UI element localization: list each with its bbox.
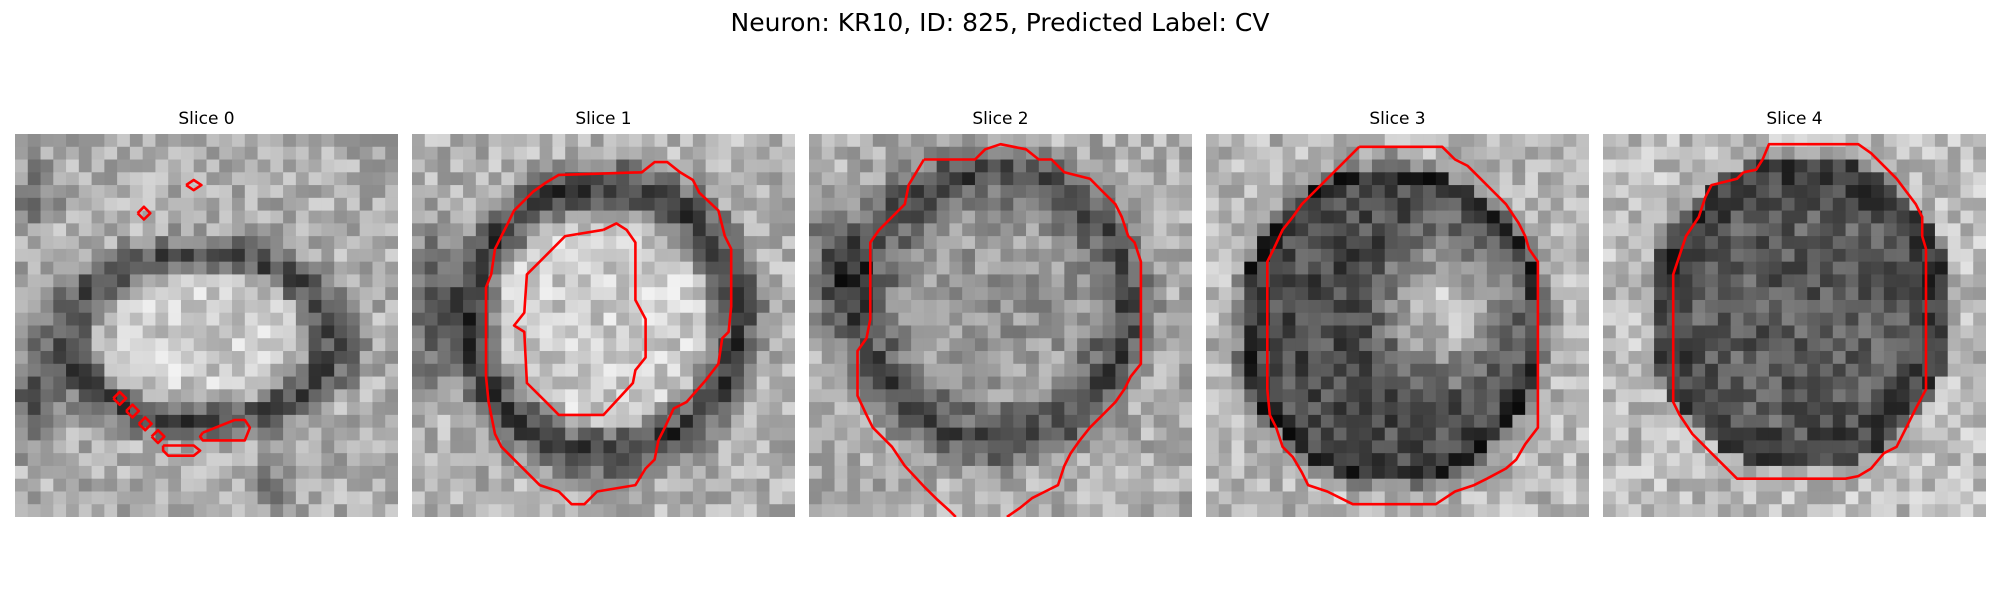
segmentation-contour [1671,142,1928,481]
slice-image [1206,134,1589,517]
slice-title: Slice 1 [575,109,632,129]
segmentation-contour [198,418,252,442]
slice-panel: Slice 1 [412,108,795,517]
slice-title: Slice 3 [1369,109,1426,129]
slice-panel: Slice 2 [809,108,1192,517]
slice-panel: Slice 4 [1603,108,1986,517]
slice-title: Slice 2 [972,109,1029,129]
slice-panel: Slice 3 [1206,108,1589,517]
segmentation-contour [125,403,141,419]
slice-image [412,134,795,517]
slice-panel: Slice 0 [15,108,398,517]
segmentation-contour [136,205,152,221]
segmentation-contour [137,416,153,432]
slice-image [1603,134,1986,517]
segmentation-contour [512,222,647,417]
segmentation-contour [856,158,957,517]
segmentation-contour [112,390,128,407]
figure-title: Neuron: KR10, ID: 825, Predicted Label: … [730,8,1270,37]
slice-image [809,134,1192,517]
slice-image [15,134,398,517]
segmentation-contour [161,444,202,458]
segmentation-contour [484,160,733,506]
slice-title: Slice 4 [1766,109,1823,129]
slice-title: Slice 0 [178,109,235,129]
segmentation-contour [1265,145,1540,506]
segmentation-contour [150,428,166,445]
segmentation-contour [185,178,203,192]
segmentation-contour [923,142,1143,517]
